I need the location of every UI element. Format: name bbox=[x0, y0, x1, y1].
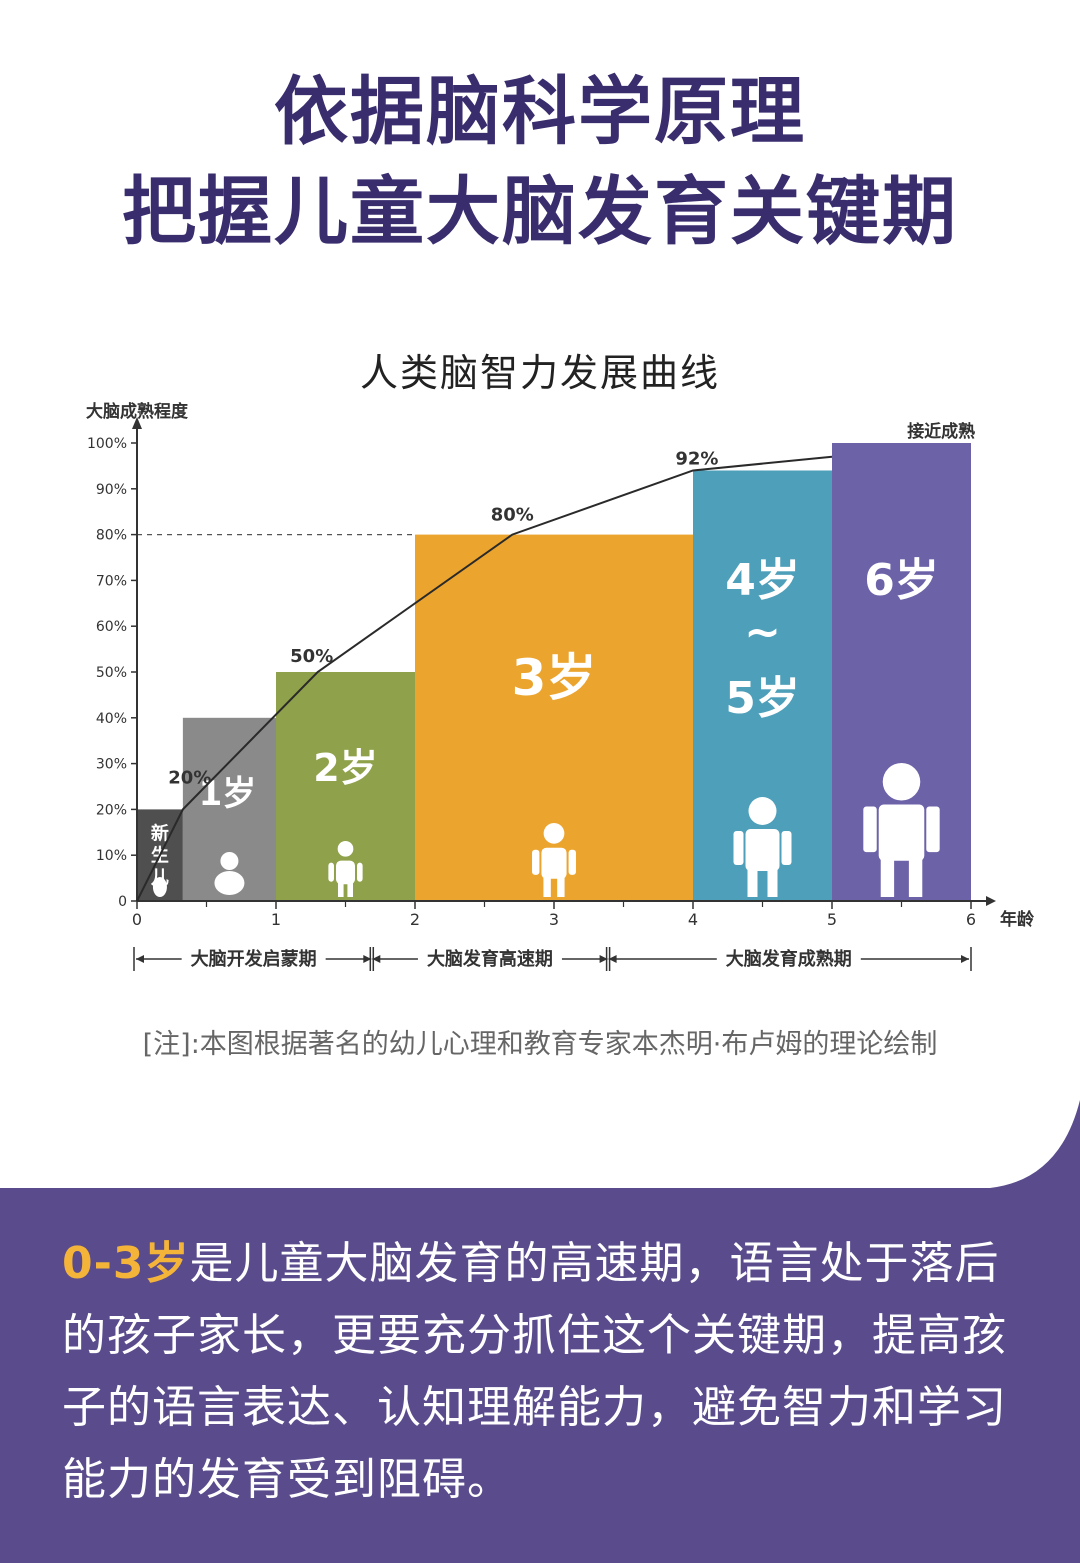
x-tick-label: 0 bbox=[132, 910, 142, 929]
bottom-panel-background bbox=[0, 1100, 1080, 1563]
phase-0: 大脑开发启蒙期 bbox=[133, 947, 375, 971]
curve-annotation: 50% bbox=[290, 646, 333, 667]
bar-label: 2岁 bbox=[313, 746, 377, 790]
curve-annotation: 92% bbox=[675, 448, 718, 469]
baby-icon bbox=[152, 877, 167, 897]
y-tick-label: 30% bbox=[96, 757, 127, 773]
bar-label-mid: ~ bbox=[744, 607, 781, 658]
phase-label: 大脑开发启蒙期 bbox=[191, 948, 317, 970]
bar-label: 3岁 bbox=[512, 649, 597, 707]
y-tick-label: 40% bbox=[96, 711, 127, 727]
y-tick-label: 70% bbox=[96, 573, 127, 589]
headline-line-1: 依据脑科学原理 bbox=[274, 69, 806, 155]
phase-2: 大脑发育成熟期 bbox=[605, 947, 972, 971]
child-icon bbox=[733, 797, 792, 897]
y-tick-label: 80% bbox=[96, 528, 127, 544]
description-highlight: 0-3岁 bbox=[62, 1238, 190, 1289]
x-tick-label: 1 bbox=[271, 910, 281, 929]
description-body: 是儿童大脑发育的高速期，语言处于落后的孩子家长，更要充分抓住这个关键期，提高孩子… bbox=[62, 1238, 1007, 1505]
y-tick-label: 50% bbox=[96, 665, 127, 681]
x-tick-label: 2 bbox=[410, 910, 420, 929]
x-tick-label: 5 bbox=[827, 910, 837, 929]
phase-1: 大脑发育高速期 bbox=[369, 947, 611, 971]
bar-label: 6岁 bbox=[864, 555, 939, 606]
y-axis-label: 大脑成熟程度 bbox=[86, 401, 189, 422]
y-tick-label: 60% bbox=[96, 619, 127, 635]
y-tick-label: 20% bbox=[96, 802, 127, 818]
headline-line-2: 把握儿童大脑发育关键期 bbox=[122, 169, 958, 255]
curve-annotation: 80% bbox=[491, 505, 534, 526]
x-axis-arrow bbox=[986, 896, 996, 906]
y-tick-label: 100% bbox=[87, 436, 127, 452]
x-tick-label: 6 bbox=[966, 910, 976, 929]
y-tick-label: 0 bbox=[118, 894, 127, 910]
toddler-icon bbox=[328, 841, 363, 897]
bar-3 bbox=[415, 534, 693, 901]
chart-title: 人类脑智力发展曲线 bbox=[359, 351, 720, 395]
bar-label-char: 新 bbox=[151, 822, 169, 844]
phase-label: 大脑发育高速期 bbox=[427, 948, 553, 970]
bar-label-bottom: 5岁 bbox=[725, 673, 800, 724]
y-axis-arrow bbox=[132, 417, 142, 429]
chart-note: [注]:本图根据著名的幼儿心理和教育专家本杰明·布卢姆的理论绘制 bbox=[142, 1029, 938, 1060]
bar-label: 1岁 bbox=[199, 774, 257, 814]
panel-shape bbox=[0, 1100, 1080, 1563]
x-axis-label: 年龄 bbox=[1000, 909, 1035, 930]
child-icon bbox=[532, 823, 576, 897]
x-tick-label: 3 bbox=[549, 910, 559, 929]
bar-1 bbox=[182, 717, 276, 901]
y-tick-label: 10% bbox=[96, 848, 127, 864]
y-tick-label: 90% bbox=[96, 482, 127, 498]
development-curve bbox=[136, 455, 833, 902]
phase-label: 大脑发育成熟期 bbox=[726, 948, 852, 970]
curve-annotation: 20% bbox=[168, 767, 211, 788]
x-tick-label: 4 bbox=[688, 910, 698, 929]
baby-icon bbox=[214, 852, 245, 895]
curve-annotation: 接近成熟 bbox=[907, 421, 975, 442]
kid-icon bbox=[863, 763, 940, 897]
bar-label-top: 4岁 bbox=[725, 555, 800, 606]
description-text: 0-3岁是儿童大脑发育的高速期，语言处于落后的孩子家长，更要充分抓住这个关键期，… bbox=[62, 1228, 1032, 1516]
